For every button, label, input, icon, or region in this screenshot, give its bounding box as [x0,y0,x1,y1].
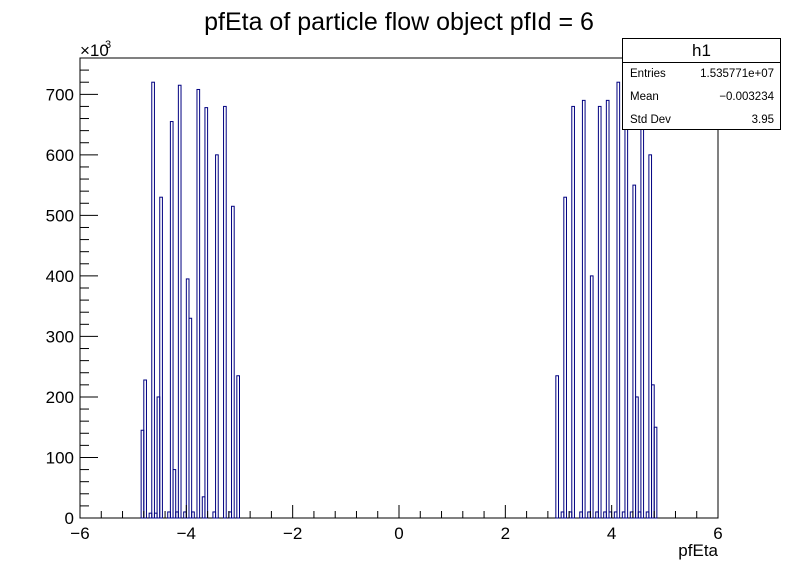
stats-key: Entries [630,68,666,80]
histogram-bin [589,275,594,519]
histogram-bin [143,379,147,519]
histogram-bin [624,124,629,519]
x-tick-label: −4 [177,524,196,543]
y-axis-tick-labels: 0 100 200 300 400 500 600 700 [46,85,74,528]
x-axis-tick-labels: −6 −4 −2 0 2 4 6 [70,524,722,543]
histogram-bin [177,84,182,519]
stats-row-stddev: Std Dev 3.95 [623,109,780,132]
histogram-bin [204,107,209,519]
y-tick-label: 0 [65,509,74,528]
x-tick-label: −2 [283,524,302,543]
histogram-bin [597,105,602,519]
stats-box: h1 Entries 1.535771e+07 Mean −0.003234 S… [622,38,781,130]
y-axis-ticks [80,57,98,519]
histogram-bin [151,81,155,519]
stats-value: 1.535771e+07 [700,68,774,80]
stats-box-title: h1 [623,39,780,63]
histogram-bin [635,396,639,519]
histogram-bin [159,196,163,519]
histogram-bin [169,121,174,519]
histogram-bin [223,105,227,519]
x-axis-ticks [79,505,719,518]
y-multiplier-base: ×10 [80,41,109,60]
histogram-bin [172,469,177,519]
histogram-bin [231,205,235,519]
x-tick-label: 0 [394,524,403,543]
histogram-bin [555,375,560,519]
y-tick-label: 600 [46,146,74,165]
stats-key: Std Dev [630,114,671,126]
stats-row-entries: Entries 1.535771e+07 [623,63,780,86]
histogram-bin [215,154,219,519]
histogram-bin [616,81,621,519]
histogram-bars [140,81,658,519]
histogram-bin [640,124,645,519]
x-tick-label: −6 [70,524,89,543]
histogram-bin [191,511,195,519]
histogram-bin [236,375,240,519]
histogram-bin [605,99,610,519]
stats-value: 3.95 [751,114,774,126]
stats-row-mean: Mean −0.003234 [623,86,780,109]
x-tick-label: 2 [501,524,510,543]
y-tick-label: 100 [46,448,74,467]
y-tick-label: 300 [46,327,74,346]
y-tick-label: 400 [46,267,74,286]
y-multiplier-label: ×10 3 [80,39,111,60]
chart-title: pfEta of particle flow object pfId = 6 [204,8,594,36]
histogram-bin [632,184,637,519]
histogram-bin [563,196,567,519]
x-tick-label: 6 [713,524,722,543]
histogram-bin [571,105,575,519]
x-axis-label: pfEta [678,541,718,560]
histogram-bin [653,426,658,519]
y-tick-label: 700 [46,85,74,104]
histogram-bin [196,88,201,519]
histogram-bin [188,317,193,519]
y-multiplier-exponent: 3 [105,39,111,51]
y-tick-label: 200 [46,388,74,407]
stats-key: Mean [630,91,659,103]
stats-value: −0.003234 [719,91,774,103]
histogram-bin [581,99,586,519]
histogram-bin [648,154,653,519]
y-tick-label: 500 [46,206,74,225]
x-tick-label: 4 [607,524,616,543]
